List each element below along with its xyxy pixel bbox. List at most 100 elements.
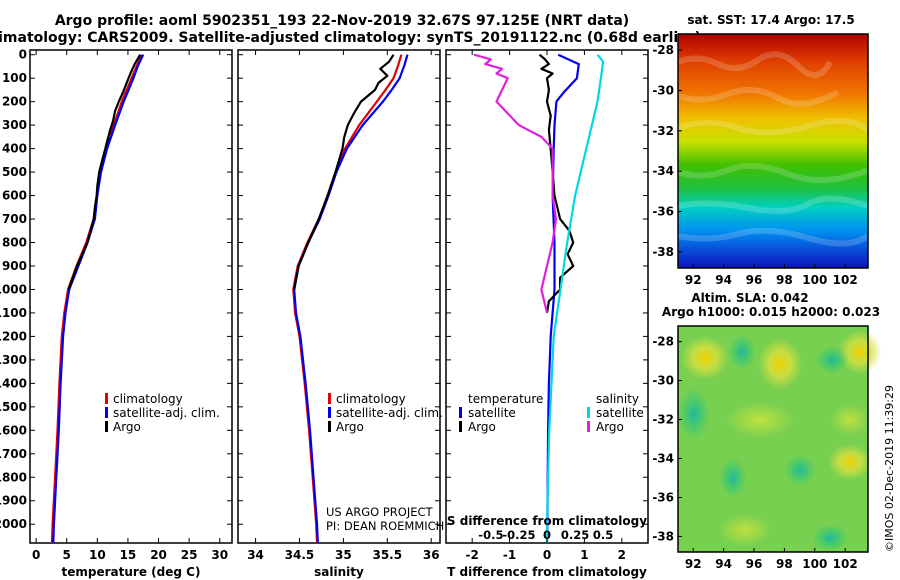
temperature-plot [50, 54, 145, 544]
salinity-satellite-line [545, 54, 605, 543]
salinity-x-tick-label: 34.5 [285, 548, 315, 562]
depth-tick-label: 700 [2, 212, 27, 226]
legend-label-s-argo: Argo [596, 420, 624, 434]
map-lat-tick-label: -32 [652, 413, 674, 427]
map-lon-tick-label: 102 [833, 557, 858, 571]
depth-tick-label: 1800 [0, 470, 27, 484]
map-lon-tick-label: 94 [715, 557, 732, 571]
sla-anomaly [838, 330, 882, 374]
map-axes: 92 94 96 98 100 102 -28 -30 -32 -34 -36 -38 92 94 96 98… [652, 43, 857, 571]
legend-label-climatology: climatology [336, 392, 406, 406]
map-lat-tick-label: -30 [652, 374, 674, 388]
salinity-x-tick-label: 34 [247, 548, 264, 562]
map-lon-tick-label: 94 [715, 273, 732, 287]
map-lon-tick-label: 96 [746, 557, 763, 571]
legend-swatch-t-argo [459, 421, 462, 432]
legend-swatch-argo [328, 421, 331, 432]
salinity-x-tick-label: 36 [423, 548, 440, 562]
sla-anomaly [681, 336, 729, 380]
s-difference-tick-label: 0.25 [561, 528, 589, 542]
temperature-x-tick-label: 0 [32, 548, 40, 562]
map-lat-tick-label: -34 [652, 451, 674, 465]
legend-label-t-satellite: satellite [468, 406, 516, 420]
sla-anomaly [719, 458, 747, 498]
legend-label-t-argo: Argo [468, 420, 496, 434]
map-lon-tick-label: 96 [746, 273, 763, 287]
argo-line [67, 54, 142, 290]
temperature-panel-frame [29, 49, 233, 544]
legend-swatch-satellite [105, 407, 108, 418]
sla-map-title-1: Altim. SLA: 0.042 [691, 291, 808, 305]
depth-tick-label: 600 [2, 189, 27, 203]
depth-tick-label: 800 [2, 236, 27, 250]
legend-swatch-argo [105, 421, 108, 432]
temperature-axis-label: temperature (deg C) [62, 565, 201, 579]
depth-tick-label: 1900 [0, 494, 27, 508]
sst-field [678, 34, 868, 268]
profile-axes: 0100200300400500600700800900100011001200… [0, 48, 648, 562]
depth-tick-label: 2000 [0, 517, 27, 531]
sst-texture [676, 51, 870, 247]
depth-tick-label: 100 [2, 71, 27, 85]
depth-tick-label: 1100 [0, 306, 27, 320]
salinity-plot [292, 54, 409, 544]
salinity-panel-frame [237, 49, 441, 544]
title-line-2: Climatology: CARS2009. Satellite-adjuste… [0, 30, 701, 46]
legend-swatch-satellite [328, 407, 331, 418]
map-lat-tick-label: -36 [652, 205, 674, 219]
map-lat-tick-label: -38 [652, 245, 674, 259]
depth-tick-label: 300 [2, 118, 27, 132]
map-lat-tick-label: -36 [652, 490, 674, 504]
map-lon-tick-label: 100 [802, 557, 827, 571]
legend-label-s-satellite: satellite [596, 406, 644, 420]
depth-tick-label: 1000 [0, 282, 27, 296]
climatology-line [50, 54, 143, 544]
map-lat-tick-label: -28 [652, 335, 674, 349]
sla-anomaly [784, 454, 816, 486]
difference-x-tick-label: 1 [580, 548, 588, 562]
map-lon-tick-label: 92 [685, 273, 702, 287]
s-difference-tick-label: 0.5 [593, 528, 613, 542]
map-lat-tick-label: -38 [652, 529, 674, 543]
salinity-axis-label: salinity [314, 565, 364, 579]
legend-swatch-climatology [105, 393, 108, 404]
project-credit-line-2: PI: DEAN ROEMMICH [326, 519, 444, 533]
map-lon-tick-label: 92 [685, 557, 702, 571]
project-credit-line-1: US ARGO PROJECT [326, 505, 434, 519]
map-lat-tick-label: -30 [652, 83, 674, 97]
difference-x-tick-label: -1 [503, 548, 516, 562]
sla-anomaly [816, 346, 848, 374]
legend-label-argo: Argo [336, 420, 364, 434]
sla-anomaly [719, 514, 771, 546]
difference-x-tick-label: 0 [543, 548, 551, 562]
s-difference-axis-label: S difference from climatology [447, 514, 647, 528]
depth-tick-label: 200 [2, 95, 27, 109]
depth-tick-label: 500 [2, 165, 27, 179]
difference-legend: temperature satellite Argo salinity sate… [459, 392, 644, 434]
temperature-x-tick-label: 5 [63, 548, 71, 562]
sla-anomaly [828, 444, 872, 480]
difference-plot [473, 53, 605, 544]
depth-tick-label: 1500 [0, 400, 27, 414]
depth-tick-label: 900 [2, 259, 27, 273]
map-lat-tick-label: -32 [652, 124, 674, 138]
difference-x-tick-label: -2 [466, 548, 479, 562]
legend-swatch-climatology [328, 393, 331, 404]
sst-map-title: sat. SST: 17.4 Argo: 17.5 [687, 13, 854, 27]
salinity-x-tick-label: 35.5 [372, 548, 402, 562]
salinity-argo-line [473, 53, 558, 314]
legend-swatch-t-satellite [459, 407, 462, 418]
depth-tick-label: 1700 [0, 447, 27, 461]
sla-anomaly [678, 388, 710, 440]
title-line-1: Argo profile: aoml 5902351_193 22-Nov-20… [55, 13, 629, 29]
s-difference-tick-label: -0.25 [502, 528, 535, 542]
map-lon-tick-label: 98 [776, 557, 793, 571]
temperature-x-tick-label: 15 [120, 548, 137, 562]
legend-title-salinity: salinity [596, 392, 639, 406]
depth-tick-label: 1400 [0, 376, 27, 390]
legend-label-satellite: satellite-adj. clim. [113, 406, 220, 420]
legend-swatch-s-satellite [587, 407, 590, 418]
sla-map-title-2: Argo h1000: 0.015 h2000: 0.023 [662, 305, 880, 319]
legend-label-argo: Argo [113, 420, 141, 434]
